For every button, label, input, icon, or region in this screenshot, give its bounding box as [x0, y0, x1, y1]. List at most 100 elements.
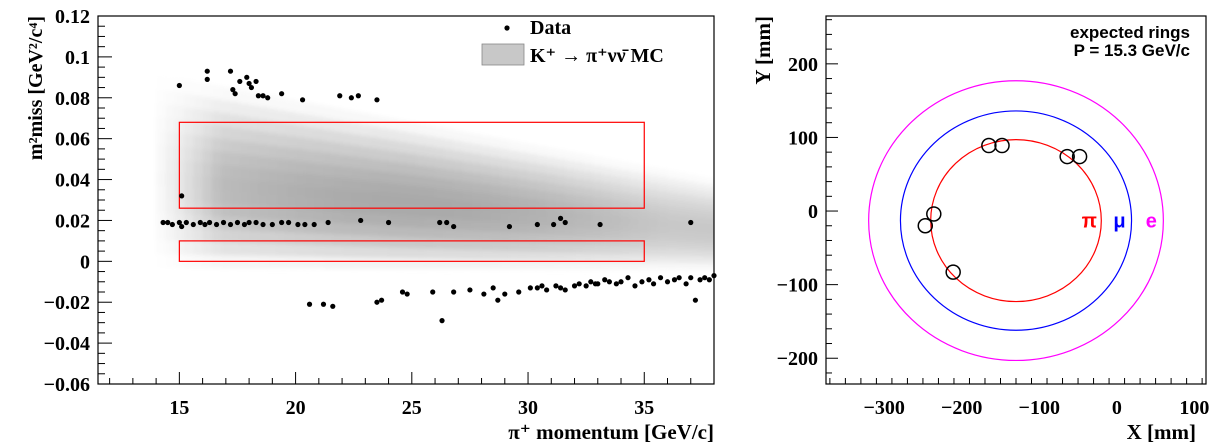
- mc-density-cell: [555, 175, 566, 185]
- mc-density-cell: [314, 174, 324, 187]
- mc-density-cell: [202, 83, 213, 98]
- mc-density-cell: [676, 172, 687, 180]
- data-point: [544, 287, 550, 293]
- mc-density-cell: [416, 175, 427, 187]
- mc-density-cell: [351, 167, 362, 180]
- mc-density-cell: [258, 243, 269, 256]
- mc-density-cell: [360, 168, 371, 181]
- data-point: [706, 277, 712, 283]
- mc-density-cell: [369, 224, 380, 236]
- data-point: [260, 93, 266, 99]
- mc-density-cell: [453, 199, 464, 210]
- mc-density-cell: [611, 230, 622, 239]
- mc-density-cell: [714, 192, 724, 199]
- mc-density-cell: [472, 153, 483, 164]
- mc-density-cell: [639, 232, 650, 241]
- mc-density-cell: [202, 201, 213, 216]
- mc-density-cell: [509, 204, 520, 215]
- mc-density-cell: [397, 183, 408, 195]
- mc-density-cell: [621, 230, 631, 240]
- data-point: [197, 219, 203, 226]
- mc-density-cell: [342, 109, 352, 122]
- mc-density-cell: [555, 192, 566, 202]
- mc-density-cell: [714, 237, 724, 244]
- mc-density-cell: [490, 250, 501, 260]
- mc-density-cell: [462, 258, 473, 270]
- mc-density-cell: [528, 251, 538, 261]
- mc-density-cell: [342, 143, 352, 156]
- mc-density-cell: [509, 159, 520, 170]
- data-point: [306, 301, 313, 307]
- mc-density-cell: [332, 256, 343, 269]
- ring-hit: [926, 206, 942, 222]
- mc-density-cell: [258, 143, 269, 157]
- mc-density-cell: [602, 158, 613, 168]
- data-point: [227, 68, 234, 74]
- mc-density-cell: [528, 144, 538, 155]
- mc-density-cell: [165, 117, 176, 132]
- mc-density-cell: [444, 238, 455, 250]
- data-point: [295, 221, 301, 228]
- mc-density-cell: [360, 157, 371, 170]
- mc-density-cell: [667, 170, 678, 179]
- mc-density-cell: [555, 158, 566, 168]
- mc-density-cell: [184, 106, 194, 121]
- mc-density-cell: [490, 184, 501, 195]
- mc-density-cell: [165, 213, 176, 228]
- mc-density-cell: [276, 158, 287, 172]
- mc-density-cell: [676, 234, 687, 243]
- mc-density-cell: [602, 253, 613, 262]
- mc-density-cell: [686, 194, 696, 202]
- mc-density-cell: [304, 102, 315, 116]
- mc-density-cell: [435, 238, 445, 249]
- m2miss-vs-momentum-panel: 15 20 25 30 35 −0.06 −0.04 −0.02 0 0.02 0.04 0.06 0…: [25, 6, 724, 443]
- mc-density-cell: [351, 201, 362, 213]
- mc-density-cell: [509, 250, 520, 261]
- mc-density-cell: [704, 217, 714, 225]
- mc-density-cell: [202, 162, 213, 177]
- mc-density-cell: [351, 111, 362, 124]
- data-point: [657, 275, 664, 281]
- data-point: [220, 219, 227, 226]
- mc-density-cell: [379, 257, 390, 269]
- mc-density-cell: [304, 197, 315, 210]
- mc-density-cell: [295, 208, 306, 221]
- mc-density-cell: [630, 193, 641, 202]
- mc-density-cell: [239, 103, 250, 117]
- mc-density-cell: [490, 156, 501, 167]
- mc-density-cell: [658, 204, 669, 213]
- mc-density-cell: [146, 114, 157, 130]
- mc-density-cell: [648, 196, 659, 205]
- mc-density-cell: [462, 210, 473, 221]
- mc-density-cell: [342, 155, 352, 167]
- mc-density-cell: [565, 185, 576, 195]
- data-point: [481, 291, 487, 297]
- data-point: [404, 291, 410, 297]
- mc-density-cell: [648, 225, 659, 234]
- mc-density-cell: [444, 198, 455, 210]
- mc-density-cell: [286, 111, 297, 124]
- mc-density-cell: [555, 226, 566, 236]
- mc-density-cell: [193, 108, 204, 123]
- mc-density-cell: [416, 154, 427, 166]
- mc-density-cell: [462, 200, 473, 211]
- mc-density-cell: [351, 245, 362, 258]
- mc-density-cell: [509, 141, 520, 151]
- mc-density-cell: [714, 257, 724, 264]
- mc-density-cell: [444, 168, 455, 180]
- mc-density-cell: [630, 246, 641, 255]
- mc-density-cell: [453, 160, 464, 171]
- mc-density-cell: [537, 198, 548, 209]
- mc-density-cell: [500, 167, 510, 177]
- mc-density-cell: [165, 172, 176, 187]
- mc-density-cell: [304, 150, 315, 163]
- mc-density-cell: [509, 232, 520, 242]
- data-point: [583, 283, 589, 289]
- mc-density-cell: [546, 165, 557, 175]
- mc-density-cell: [528, 242, 538, 252]
- mc-density-cell: [221, 229, 231, 243]
- mc-density-cell: [295, 113, 306, 126]
- mc-density-cell: [146, 211, 157, 227]
- mc-density-cell: [360, 190, 371, 203]
- data-point: [241, 221, 248, 228]
